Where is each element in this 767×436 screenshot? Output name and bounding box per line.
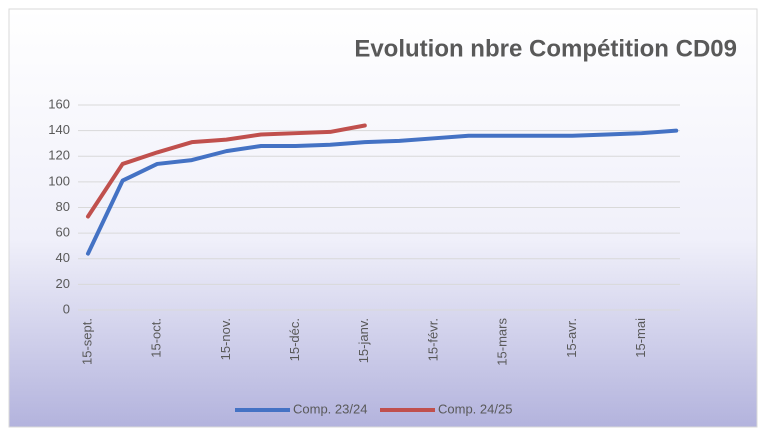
series-line xyxy=(86,123,367,219)
series-line xyxy=(86,128,679,256)
y-tick-label: 0 xyxy=(63,301,70,316)
y-tick-label: 20 xyxy=(56,276,70,291)
x-tick-label: 15-nov. xyxy=(218,318,233,360)
x-tick-label: 15-déc. xyxy=(287,318,302,361)
legend-label: Comp. 23/24 xyxy=(293,401,367,416)
y-tick-label: 160 xyxy=(48,96,70,111)
y-tick-label: 140 xyxy=(48,122,70,137)
x-tick-label: 15-oct. xyxy=(149,318,164,358)
y-tick-label: 60 xyxy=(56,225,70,240)
x-tick-label: 15-mai xyxy=(633,318,648,358)
chart-title: Evolution nbre Compétition CD09 xyxy=(354,35,737,62)
x-tick-label: 15-avr. xyxy=(564,318,579,358)
y-tick-label: 100 xyxy=(48,173,70,188)
x-tick-label: 15-janv. xyxy=(356,318,371,363)
x-tick-label: 15-mars xyxy=(495,318,510,366)
x-tick-label: 15-févr. xyxy=(425,318,440,361)
y-tick-label: 40 xyxy=(56,250,70,265)
legend-label: Comp. 24/25 xyxy=(438,401,512,416)
chart-area xyxy=(8,8,758,428)
y-tick-label: 80 xyxy=(56,199,70,214)
y-tick-label: 120 xyxy=(48,148,70,163)
x-tick-label: 15-sept. xyxy=(79,318,94,365)
